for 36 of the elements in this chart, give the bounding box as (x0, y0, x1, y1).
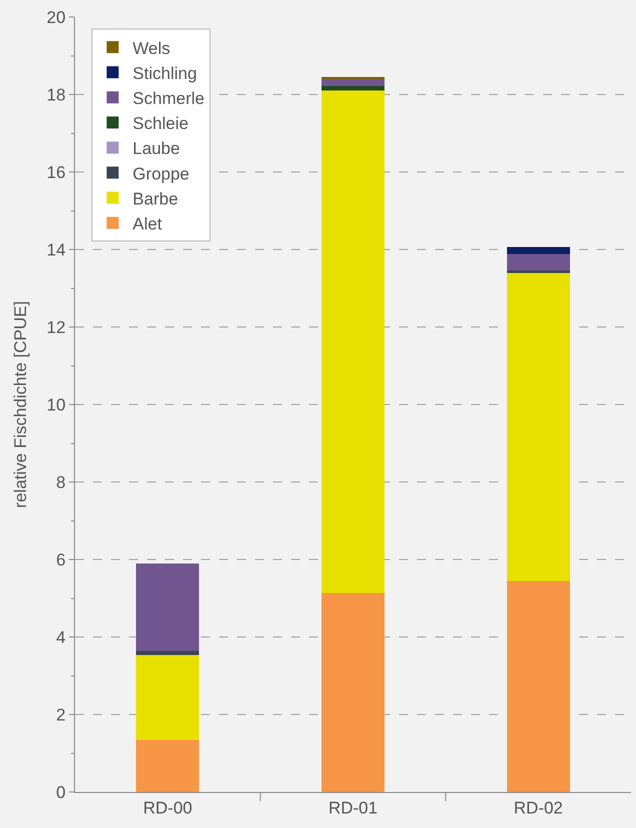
y-tick-label: 20 (46, 8, 66, 27)
legend-label: Alet (132, 214, 162, 234)
bar (506, 270, 570, 274)
y-tick-label: 4 (56, 628, 66, 647)
legend-label: Groppe (132, 164, 190, 184)
y-tick-label: 16 (46, 162, 66, 182)
bar (136, 740, 200, 792)
y-tick-label: 2 (56, 705, 66, 724)
bar (136, 563, 200, 651)
legend-label: Schmerle (132, 89, 204, 108)
y-tick-label: 0 (56, 782, 66, 802)
bar (321, 78, 385, 86)
bar (506, 254, 570, 270)
y-tick-label: 12 (46, 318, 66, 337)
legend-label: Schleie (132, 114, 188, 134)
bar (506, 580, 570, 792)
legend-label: Barbe (132, 189, 178, 208)
bar (506, 246, 570, 254)
x-tick-label: RD-00 (143, 798, 192, 818)
bar (321, 592, 385, 792)
y-tick-label: 14 (46, 240, 66, 260)
x-tick-label: RD-02 (514, 798, 563, 818)
y-tick-label: 6 (56, 550, 66, 570)
legend-label: Stichling (132, 64, 197, 83)
bar (136, 650, 200, 655)
legend-label: Wels (132, 38, 170, 58)
x-tick-label: RD-01 (328, 798, 378, 818)
y-tick-label: 18 (46, 85, 66, 104)
y-tick-label: 10 (46, 395, 66, 414)
bar (321, 86, 385, 91)
bar (506, 273, 570, 581)
bar (321, 90, 385, 593)
legend-label: Laube (132, 139, 180, 158)
y-tick-label: 8 (56, 472, 66, 492)
y-axis-title: relative Fischdichte [CPUE] (11, 301, 30, 508)
bar (136, 654, 200, 740)
